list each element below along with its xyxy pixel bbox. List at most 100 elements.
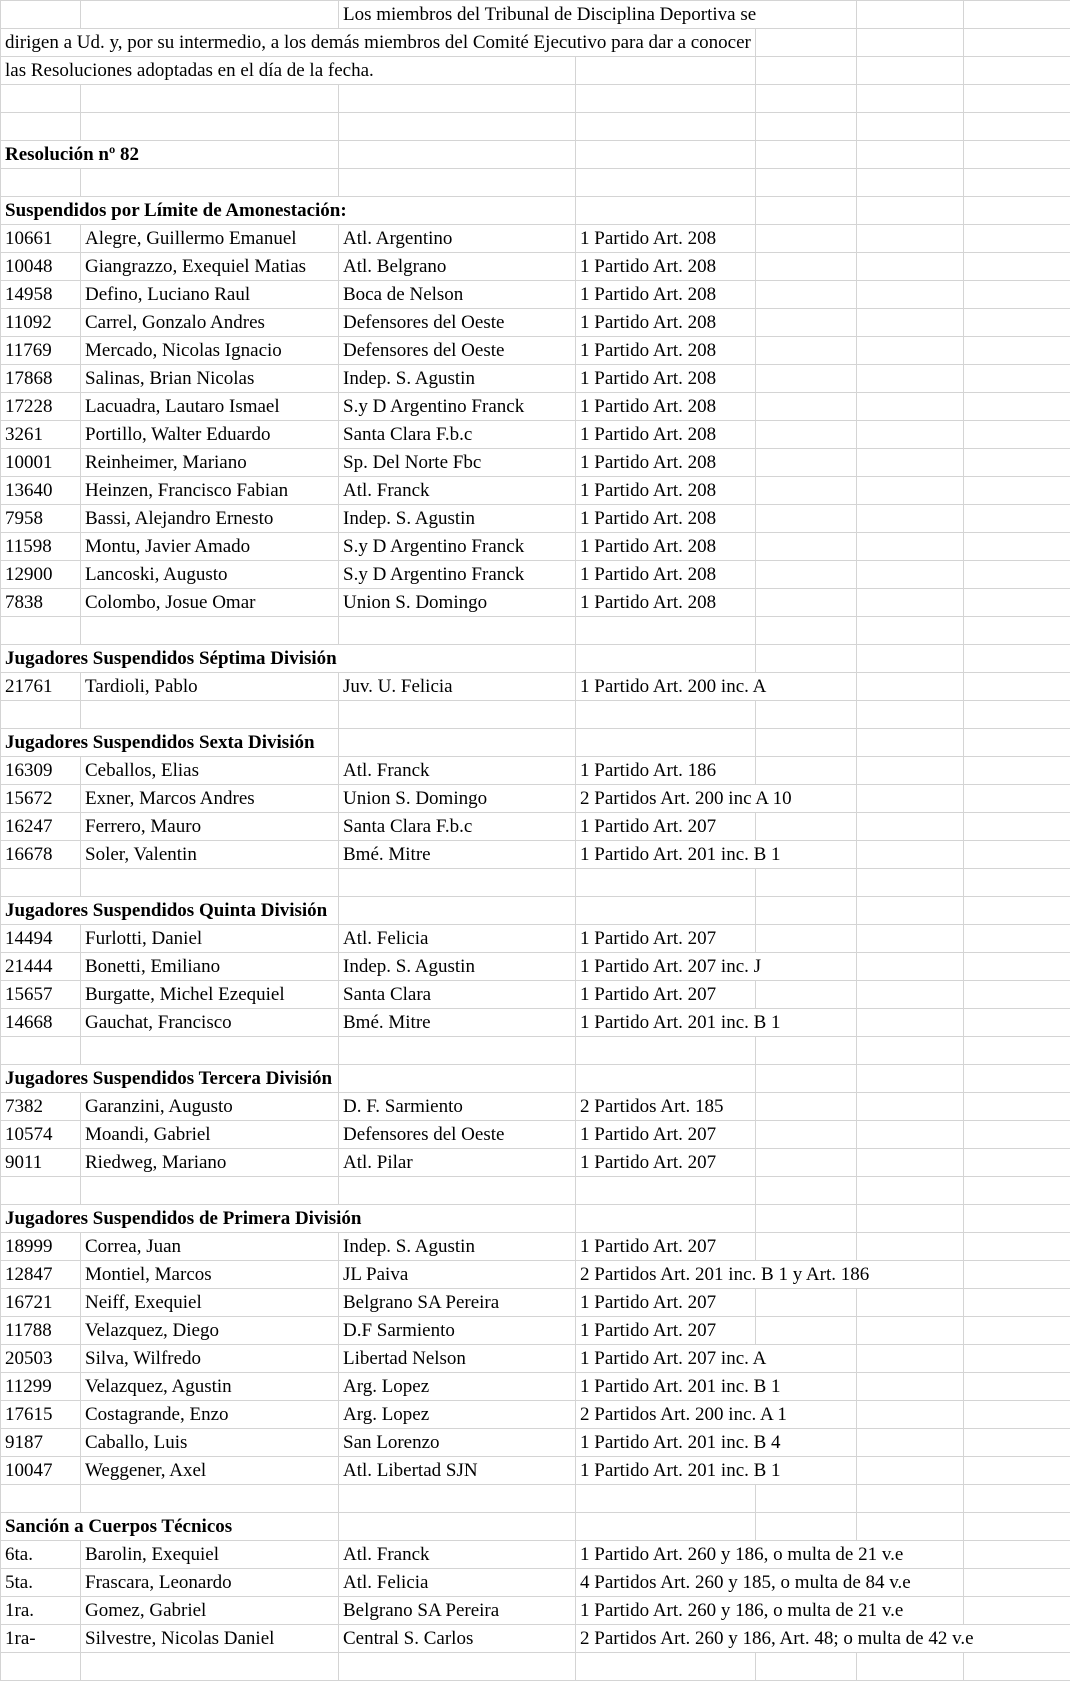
player-id: 9011	[0, 1148, 81, 1177]
sanction: 1 Partido Art. 201 inc. B 1	[574, 1372, 858, 1401]
empty-cell	[754, 308, 858, 337]
player-id: 16309	[0, 756, 81, 785]
sanction-text: 1 Partido Art. 208	[580, 424, 717, 445]
empty-cell	[856, 924, 965, 953]
player-name-text: Lancoski, Augusto	[85, 564, 228, 585]
player-id-text: 14958	[5, 284, 53, 305]
player-id: 20503	[0, 1344, 81, 1373]
empty-cell	[754, 1512, 858, 1541]
empty-cell	[856, 896, 965, 925]
empty-cell	[963, 28, 1070, 57]
empty-cell	[856, 112, 965, 141]
table-row: 17615 Costagrande, Enzo Arg. Lopez 2 Partid…	[0, 1400, 1070, 1429]
club: Sp. Del Norte Fbc	[338, 448, 576, 477]
club-text: Atl. Franck	[343, 480, 430, 501]
empty-cell	[754, 980, 858, 1009]
section-title: Jugadores Suspendidos Séptima División	[0, 644, 576, 673]
empty-cell	[754, 420, 858, 449]
table-row: 10574 Moandi, Gabriel Defensores del Oeste…	[0, 1120, 1070, 1149]
player-name: Giangrazzo, Exequiel Matias	[80, 252, 339, 281]
player-name-text: Frascara, Leonardo	[85, 1572, 232, 1593]
sanction: 1 Partido Art. 208	[575, 532, 756, 561]
player-id: 6ta.	[0, 1540, 81, 1569]
empty-cell	[754, 896, 858, 925]
club: Arg. Lopez	[338, 1372, 576, 1401]
club-text: San Lorenzo	[343, 1432, 440, 1453]
player-name: Burgatte, Michel Ezequiel	[80, 980, 339, 1009]
empty-cell	[963, 56, 1070, 85]
empty-cell	[0, 700, 81, 729]
empty-cell	[856, 1428, 965, 1457]
empty-cell	[754, 364, 858, 393]
empty-row	[0, 1652, 1070, 1681]
empty-cell	[754, 1092, 858, 1121]
empty-cell	[856, 308, 965, 337]
player-name: Correa, Juan	[80, 1232, 339, 1261]
sanction-text: 1 Partido Art. 201 inc. B 1	[580, 844, 781, 865]
player-name-text: Heinzen, Francisco Fabian	[85, 480, 289, 501]
empty-cell	[963, 784, 1070, 813]
empty-cell	[856, 1036, 965, 1065]
player-name-text: Exner, Marcos Andres	[85, 788, 255, 809]
player-id-text: 10574	[5, 1124, 53, 1145]
player-id-text: 11598	[5, 536, 52, 557]
section-title-text: Jugadores Suspendidos Quinta División	[5, 900, 328, 921]
empty-cell	[856, 140, 965, 169]
club: Juv. U. Felicia	[338, 672, 576, 701]
player-id-text: 16247	[5, 816, 53, 837]
sanction: 1 Partido Art. 208	[575, 308, 756, 337]
empty-cell	[963, 1204, 1070, 1233]
player-id: 10001	[0, 448, 81, 477]
player-id-text: 18999	[5, 1236, 53, 1257]
club-text: Juv. U. Felicia	[343, 676, 453, 697]
empty-cell	[754, 728, 858, 757]
empty-cell	[856, 504, 965, 533]
empty-cell	[963, 896, 1070, 925]
player-id: 10048	[0, 252, 81, 281]
player-name: Riedweg, Mariano	[80, 1148, 339, 1177]
empty-row	[0, 168, 1070, 197]
empty-row	[0, 868, 1070, 897]
player-id: 5ta.	[0, 1568, 81, 1597]
section-header-row: Sanción a Cuerpos Técnicos	[0, 1512, 1070, 1541]
sanction: 4 Partidos Art. 260 y 185, o multa de 84…	[574, 1568, 965, 1597]
club: Santa Clara F.b.c	[338, 420, 576, 449]
player-name: Reinheimer, Mariano	[80, 448, 339, 477]
empty-cell	[754, 448, 858, 477]
player-id-text: 12900	[5, 564, 53, 585]
player-name: Alegre, Guillermo Emanuel	[80, 224, 339, 253]
player-name: Salinas, Brian Nicolas	[80, 364, 339, 393]
empty-cell	[338, 868, 576, 897]
sanction: 1 Partido Art. 201 inc. B 1	[574, 840, 858, 869]
club: Boca de Nelson	[338, 280, 576, 309]
player-name: Velazquez, Agustin	[80, 1372, 339, 1401]
empty-cell	[856, 1204, 965, 1233]
player-id: 14494	[0, 924, 81, 953]
empty-cell	[80, 868, 339, 897]
table-row: 12900 Lancoski, Augusto S.y D Argentino Fr…	[0, 560, 1070, 589]
player-id: 11788	[0, 1316, 81, 1345]
empty-cell	[754, 224, 858, 253]
empty-cell	[575, 112, 756, 141]
empty-cell	[963, 1036, 1070, 1065]
table-row: 10661 Alegre, Guillermo Emanuel Atl. Argen…	[0, 224, 1070, 253]
club-text: D.F Sarmiento	[343, 1320, 455, 1341]
player-name-text: Silva, Wilfredo	[85, 1348, 202, 1369]
table-row: 16678 Soler, Valentin Bmé. Mitre 1 Partido …	[0, 840, 1070, 869]
player-name-text: Bonetti, Emiliano	[85, 956, 221, 977]
empty-cell	[338, 140, 576, 169]
sanction: 1 Partido Art. 208	[575, 588, 756, 617]
sanction-text: 1 Partido Art. 208	[580, 256, 717, 277]
player-id: 14668	[0, 1008, 81, 1037]
empty-cell	[963, 756, 1070, 785]
empty-cell	[856, 448, 965, 477]
player-id: 7382	[0, 1092, 81, 1121]
sanction-text: 1 Partido Art. 201 inc. B 1	[580, 1012, 781, 1033]
empty-cell	[575, 1512, 756, 1541]
club: Belgrano SA Pereira	[338, 1288, 576, 1317]
table-row: 18999 Correa, Juan Indep. S. Agustin 1 Part…	[0, 1232, 1070, 1261]
player-name: Bassi, Alejandro Ernesto	[80, 504, 339, 533]
club-text: Bmé. Mitre	[343, 1012, 431, 1033]
section-title-text: Jugadores Suspendidos de Primera Divisió…	[5, 1208, 362, 1229]
player-id: 9187	[0, 1428, 81, 1457]
